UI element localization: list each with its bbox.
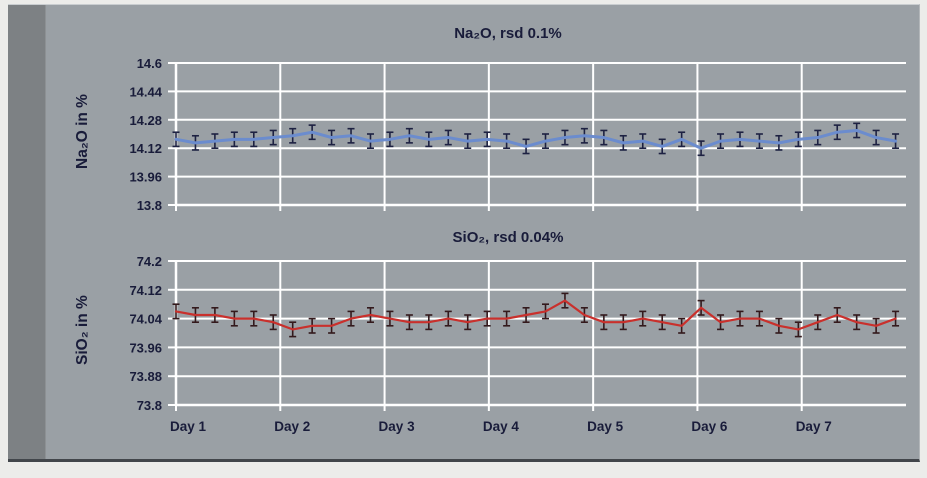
y-tick-label: 14.28 [129,113,162,128]
y-tick-label: 73.8 [137,398,162,413]
x-tick-label: Day 6 [691,419,728,434]
y-tick-label: 14.12 [129,141,162,156]
x-tick-label: Day 4 [483,419,520,434]
series-line [174,299,897,331]
y-tick-label: 74.04 [129,312,162,327]
na2o-chart: 13.8 13.96 14.12 14.28 14.44 14.6 [129,56,906,213]
na2o-chart-title: Na₂O, rsd 0.1% [454,25,562,42]
y-tick-label: 13.96 [129,170,162,185]
y-tick-label: 14.44 [129,84,162,99]
y-tick-label: 73.88 [129,369,162,384]
sio2-chart: 73.8 73.88 73.96 74.04 74.12 74.2 Day 1 Day 2 Da… [129,254,906,434]
series-line [174,128,898,150]
x-tick-label: Day 2 [274,419,310,434]
y-tick-label: 13.8 [137,198,162,213]
left-accent-strip [8,5,46,459]
x-tick-label: Day 3 [379,419,416,434]
figure-panel: Na₂O, rsd 0.1% Na₂O in % 13.8 13.96 14.12 1… [8,4,920,462]
y-tick-label: 74.2 [137,254,162,269]
y-tick-label: 14.6 [137,56,162,71]
x-tick-label: Day 5 [587,419,624,434]
y-tick-label: 73.96 [129,340,162,355]
y-tick-label: 74.12 [129,283,162,298]
sio2-chart-title: SiO₂, rsd 0.04% [452,229,564,246]
x-tick-label: Day 1 [170,419,207,434]
x-tick-label: Day 7 [796,419,832,434]
